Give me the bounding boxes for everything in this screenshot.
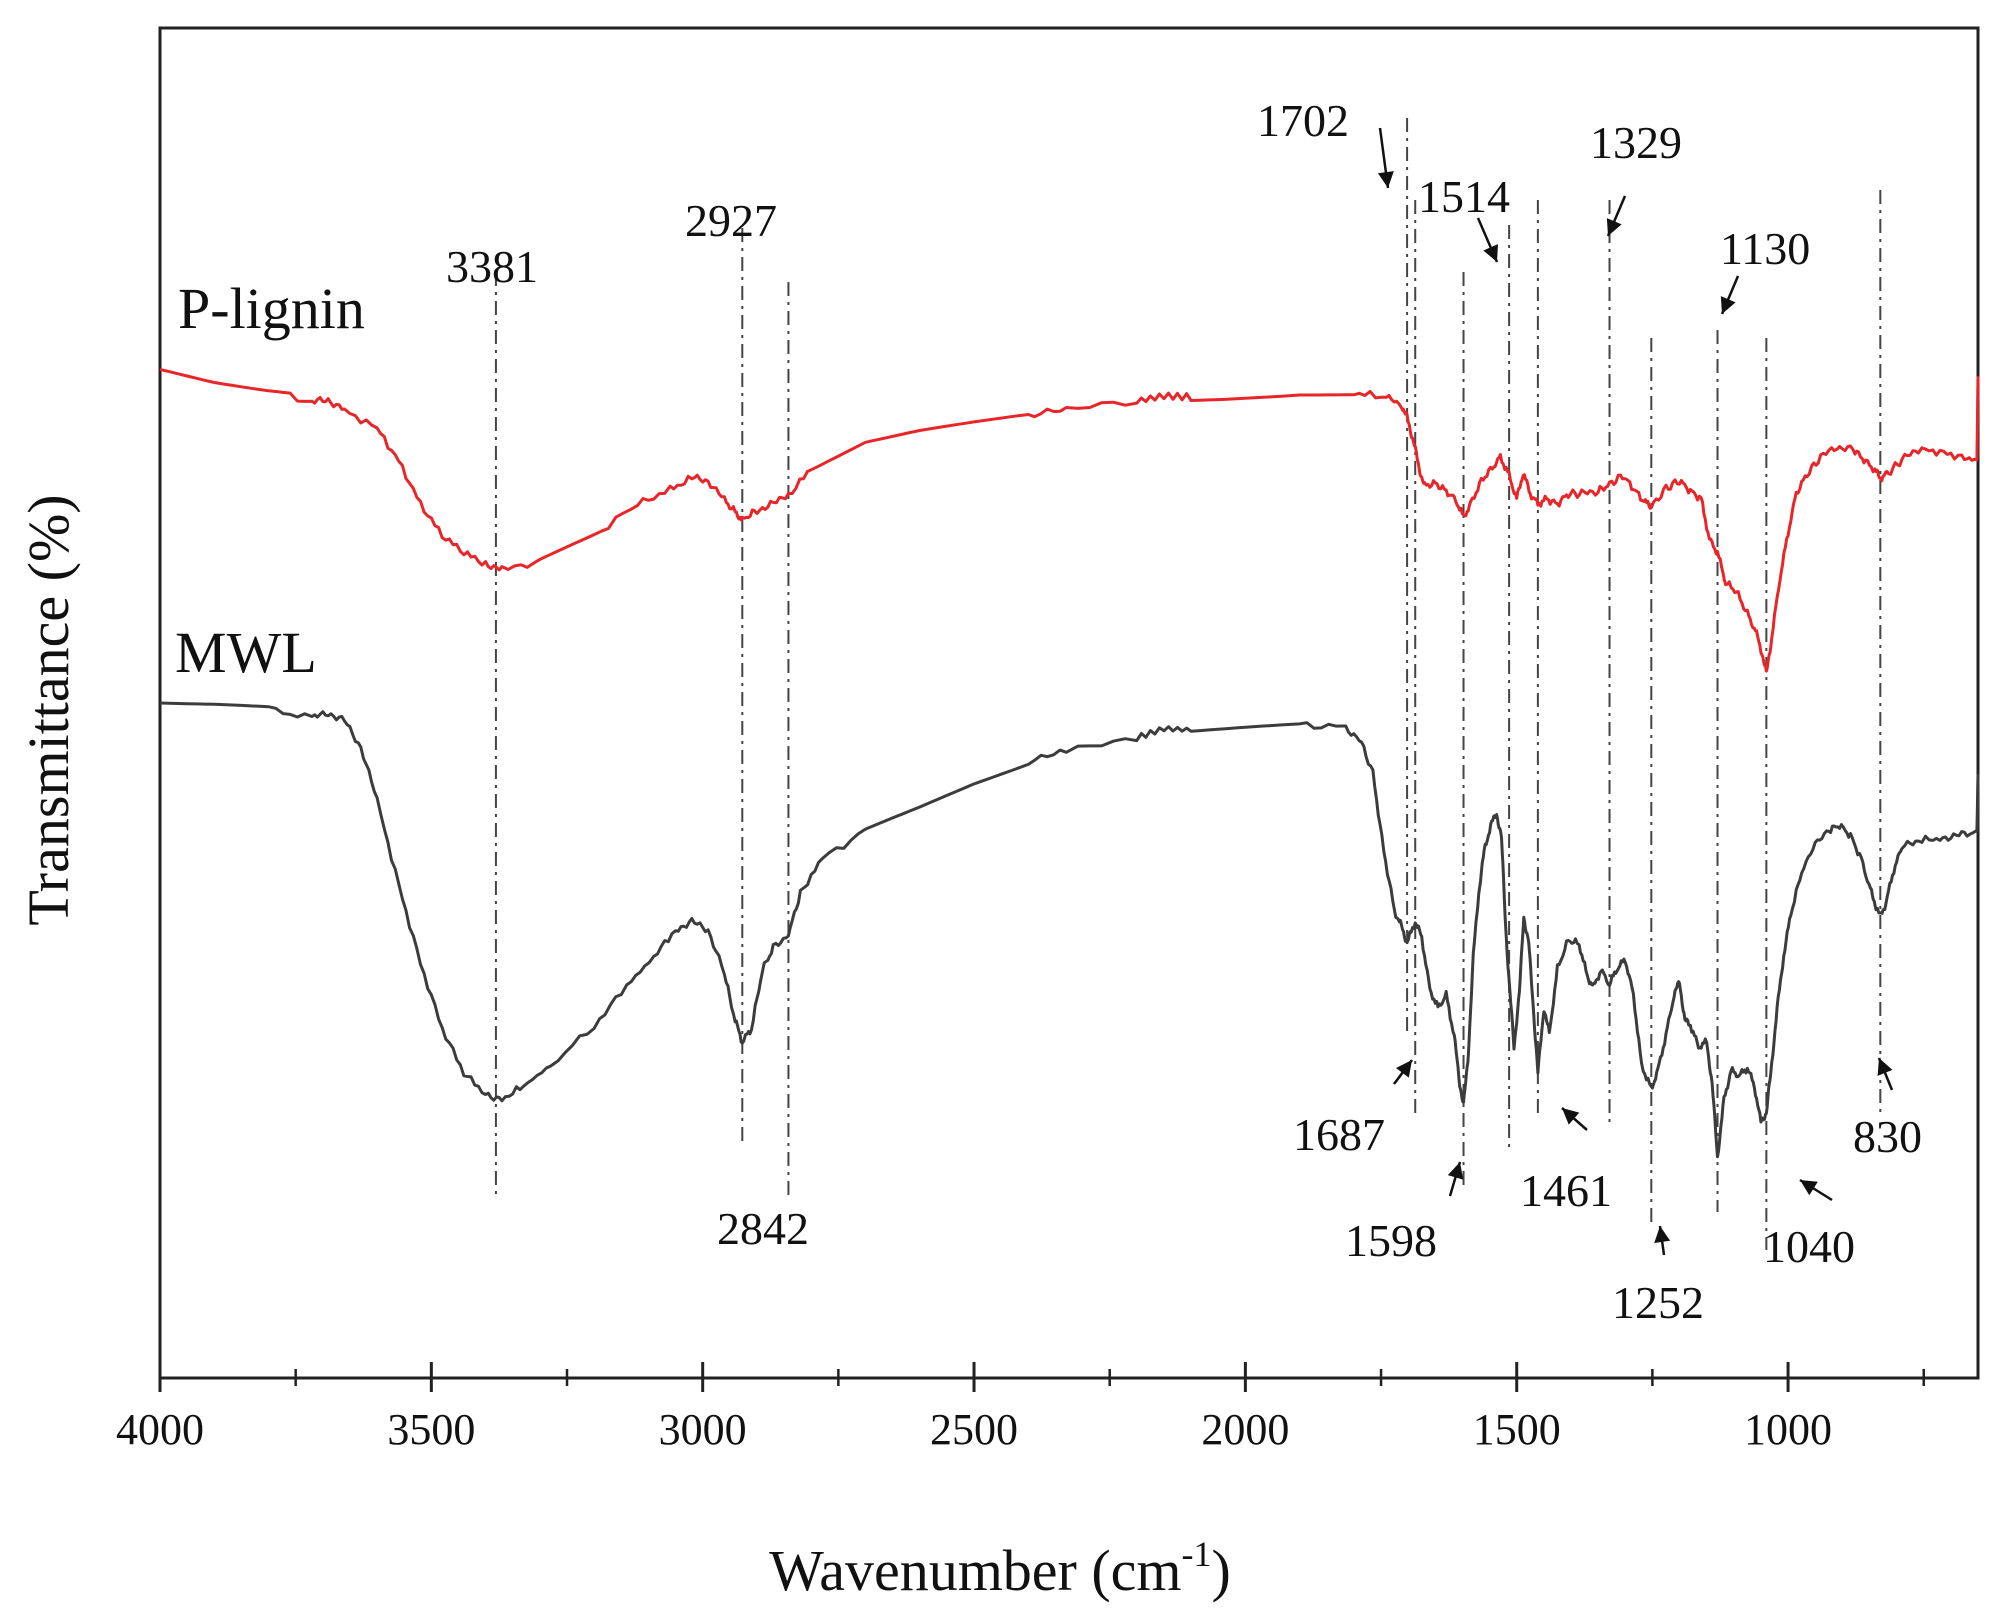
peak-label-2842: 2842 bbox=[717, 1203, 809, 1254]
x-axis-title: Wavenumber (cm-1) bbox=[769, 1534, 1231, 1603]
x-tick-label-3000: 3000 bbox=[659, 1405, 747, 1454]
peak-arrow-head-1252 bbox=[1654, 1226, 1671, 1243]
series-line-mwl bbox=[159, 701, 1980, 1159]
peak-arrow-head-1702 bbox=[1377, 171, 1394, 188]
peak-label-1687: 1687 bbox=[1293, 1109, 1385, 1160]
peak-label-1329: 1329 bbox=[1590, 117, 1682, 168]
x-tick-label-1500: 1500 bbox=[1473, 1405, 1561, 1454]
y-axis-title: Transmittance (%) bbox=[16, 494, 81, 925]
peak-label-3381: 3381 bbox=[446, 241, 538, 292]
peak-arrows bbox=[1377, 127, 1894, 1256]
peak-label-1130: 1130 bbox=[1720, 223, 1810, 274]
peak-arrow-head-1040 bbox=[1800, 1180, 1818, 1196]
peak-arrow-head-1598 bbox=[1447, 1162, 1464, 1180]
peak-arrow-head-1130 bbox=[1720, 296, 1736, 314]
peak-label-1598: 1598 bbox=[1345, 1215, 1437, 1266]
peak-arrow-head-1514 bbox=[1483, 244, 1499, 262]
reference-lines bbox=[494, 118, 1882, 1250]
peak-arrow-head-1329 bbox=[1606, 218, 1622, 236]
x-tick-label-4000: 4000 bbox=[116, 1405, 204, 1454]
series-layer bbox=[159, 367, 1980, 1159]
x-tick-label-3500: 3500 bbox=[387, 1405, 475, 1454]
peak-arrow-head-1687 bbox=[1396, 1060, 1412, 1078]
peak-label-1702: 1702 bbox=[1257, 95, 1349, 146]
peak-label-1461: 1461 bbox=[1520, 1165, 1612, 1216]
peak-arrow-head-1461 bbox=[1562, 1108, 1580, 1125]
x-tick-label-2500: 2500 bbox=[930, 1405, 1018, 1454]
x-tick-label-1000: 1000 bbox=[1744, 1405, 1832, 1454]
series-label-mwl: MWL bbox=[175, 620, 317, 685]
peak-label-1040: 1040 bbox=[1763, 1221, 1855, 1272]
x-axis-ticks: 4000 3500 3000 2500 2000 1500 1000 bbox=[116, 1362, 1925, 1454]
series-line-p-lignin bbox=[159, 367, 1980, 673]
peak-arrow-head-830 bbox=[1877, 1058, 1893, 1076]
series-label-p-lignin: P-lignin bbox=[178, 276, 365, 341]
x-tick-label-2000: 2000 bbox=[1201, 1405, 1289, 1454]
peak-label-2927: 2927 bbox=[685, 195, 777, 246]
peak-label-1514: 1514 bbox=[1418, 171, 1510, 222]
peak-label-830: 830 bbox=[1853, 1111, 1922, 1162]
peak-label-1252: 1252 bbox=[1612, 1277, 1704, 1328]
